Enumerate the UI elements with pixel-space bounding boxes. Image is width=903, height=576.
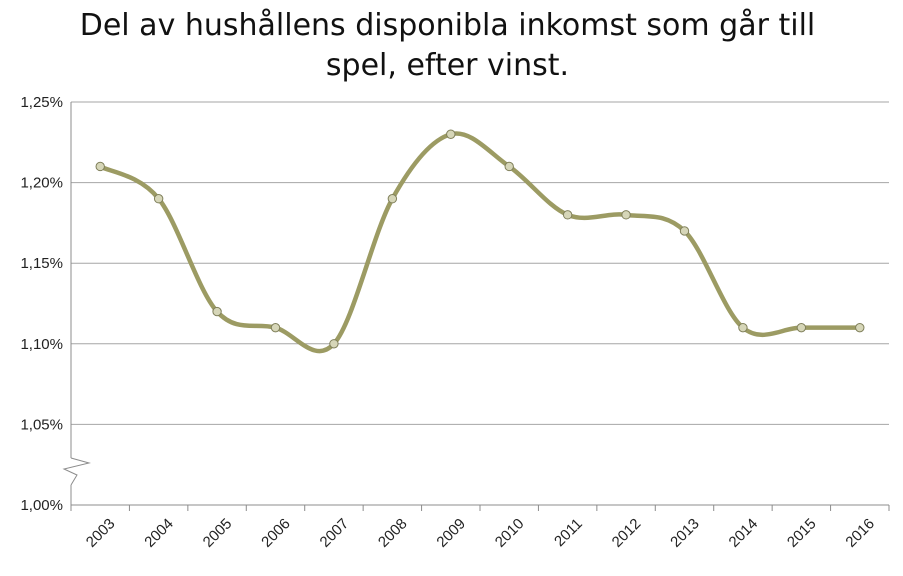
x-tick-label: 2013: [667, 515, 703, 551]
data-point: [796, 322, 807, 333]
x-tick-labels: 2003 2004 2005 2006 2007 2008 2009 2010 2011 2012…: [83, 515, 878, 551]
y-tick-label: 1,15%: [20, 255, 63, 272]
data-point: [679, 226, 690, 236]
x-tick-label: 2010: [492, 515, 528, 551]
data-point: [562, 210, 573, 220]
x-tick-label: 2005: [200, 515, 236, 551]
series-line-group: [97, 131, 863, 354]
x-tick-label: 2008: [375, 515, 411, 551]
y-tick-label: 1,20%: [20, 175, 63, 192]
x-tick-label: 2007: [317, 515, 353, 551]
y-tick-label: 1,05%: [20, 416, 63, 433]
x-tick-label: 2009: [433, 515, 469, 551]
x-tick-label: 2014: [726, 515, 762, 551]
data-point: [504, 161, 514, 172]
y-tick-labels: 1,00% 1,05% 1,10% 1,15% 1,20% 1,25%: [20, 94, 63, 514]
axes: [62, 102, 890, 511]
data-point: [329, 339, 339, 349]
data-point: [446, 129, 456, 139]
data-point: [855, 322, 865, 333]
y-tick-label: 1,25%: [20, 94, 63, 111]
y-tick-label: 1,10%: [20, 336, 63, 353]
x-tick-label: 2016: [842, 515, 878, 551]
x-tick-label: 2011: [551, 515, 586, 550]
data-point: [738, 322, 748, 333]
data-point: [153, 194, 164, 204]
gridlines: [71, 101, 889, 425]
data-point: [621, 210, 631, 220]
data-point: [270, 322, 281, 333]
data-point: [95, 161, 105, 172]
data-point: [387, 194, 398, 204]
x-tick-label: 2004: [141, 515, 177, 551]
data-point: [212, 306, 222, 317]
data-markers: [95, 129, 865, 349]
chart-title: Del av hushållens disponibla inkomst som…: [79, 8, 816, 83]
y-tick-label: 1,00%: [20, 497, 63, 514]
x-tick-label: 2012: [609, 515, 645, 551]
x-tick-label: 2006: [258, 515, 294, 551]
y-axis-break: [62, 457, 91, 486]
series-line: [97, 131, 863, 354]
x-tick-label: 2003: [83, 515, 119, 551]
x-tick-label: 2015: [784, 515, 820, 551]
